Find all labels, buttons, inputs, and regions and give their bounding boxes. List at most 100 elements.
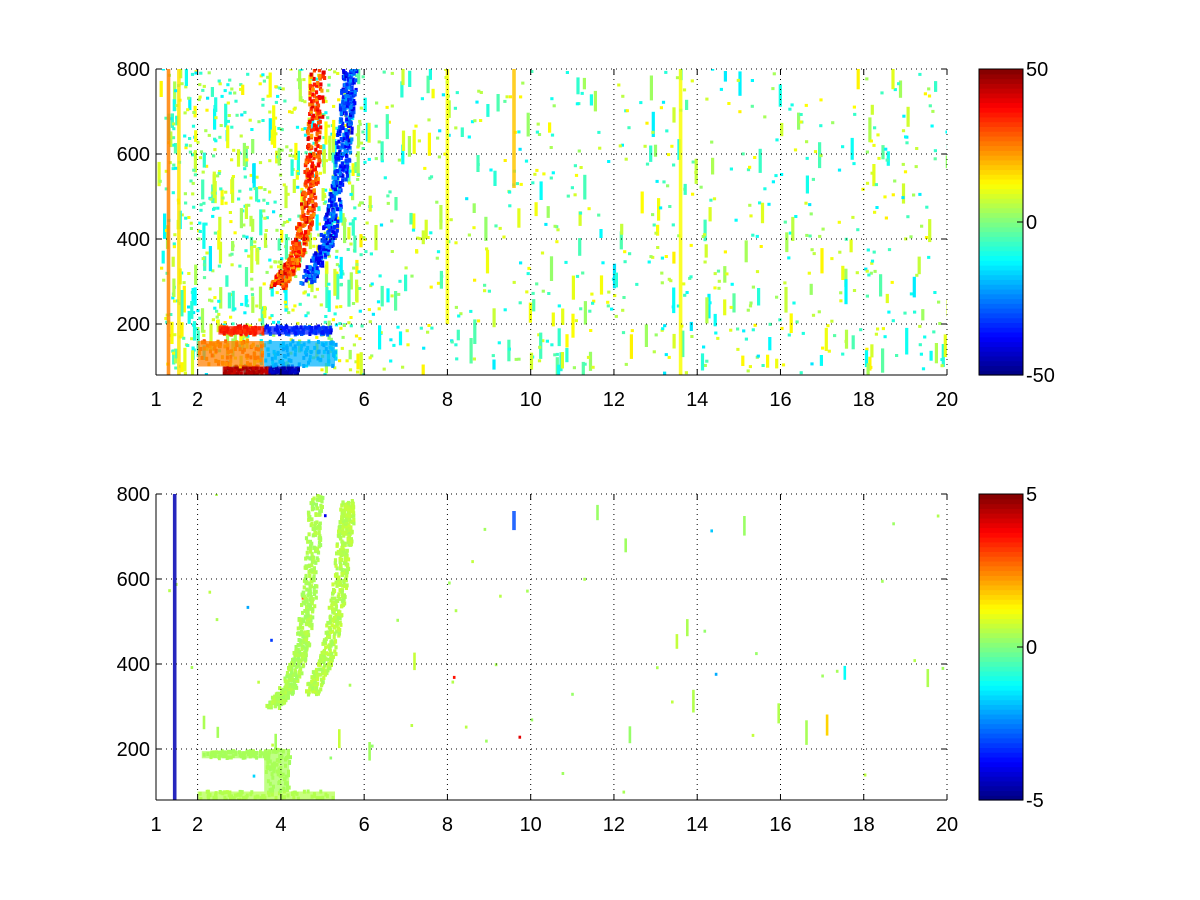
- noise-cell: [315, 287, 319, 291]
- ridge-cell: [345, 573, 349, 578]
- ridge-cell: [314, 570, 318, 575]
- noise-cell: [790, 103, 794, 107]
- noise-cell: [454, 343, 458, 347]
- x-tick-label: 6: [359, 814, 370, 836]
- ridge-cell: [316, 681, 320, 686]
- noise-cell: [744, 240, 748, 263]
- noise-cell: [746, 369, 750, 373]
- noise-cell: [645, 162, 650, 166]
- noise-cell: [371, 312, 375, 316]
- ridge-cell: [324, 220, 328, 225]
- ridge-cell: [287, 278, 291, 283]
- colorbar-step: [979, 193, 1023, 199]
- noise-cell: [748, 165, 752, 169]
- noise-cell: [240, 113, 244, 117]
- noise-cell: [339, 256, 343, 279]
- noise-cell: [865, 181, 870, 185]
- noise-cell: [272, 105, 276, 133]
- noise-cell: [168, 589, 171, 593]
- ridge-cell: [306, 610, 310, 615]
- ridge-cell: [297, 228, 301, 233]
- ridge-cell: [352, 80, 356, 85]
- noise-cell: [755, 270, 760, 274]
- noise-cell: [864, 350, 869, 368]
- ridge-cell: [308, 606, 313, 611]
- noise-cell: [249, 187, 253, 191]
- ridge-cell: [299, 214, 303, 219]
- band-cell: [289, 755, 292, 760]
- stripe: [512, 511, 516, 531]
- noise-cell: [557, 304, 561, 308]
- ridge-cell: [337, 615, 341, 620]
- noise-cell: [328, 135, 332, 161]
- noise-cell: [339, 305, 343, 309]
- noise-cell: [578, 211, 583, 215]
- ridge-cell: [334, 563, 338, 568]
- noise-cell: [591, 301, 595, 305]
- ridge-cell: [304, 238, 308, 243]
- colorbar-step: [979, 532, 1023, 538]
- ridge-cell: [332, 588, 336, 592]
- noise-cell: [795, 320, 799, 324]
- noise-cell: [324, 121, 328, 145]
- noise-cell: [251, 218, 255, 232]
- noise-cell: [464, 725, 468, 729]
- noise-cell: [258, 82, 262, 86]
- noise-cell: [259, 209, 263, 236]
- noise-cell: [622, 790, 626, 794]
- noise-cell: [174, 166, 178, 170]
- ridge-cell: [336, 594, 340, 599]
- noise-cell: [575, 274, 580, 278]
- noise-cell: [280, 230, 284, 243]
- noise-cell: [219, 287, 223, 309]
- noise-cell: [240, 302, 244, 306]
- noise-cell: [157, 161, 161, 187]
- colorbar-step: [979, 370, 1023, 376]
- ridge-cell: [331, 600, 335, 605]
- ridge-cell: [310, 161, 315, 166]
- noise-cell: [294, 142, 298, 160]
- ridge-cell: [301, 210, 305, 215]
- noise-cell: [819, 355, 823, 366]
- noise-cell: [825, 714, 829, 736]
- noise-cell: [683, 183, 687, 195]
- ridge-cell: [284, 268, 288, 273]
- ridge-cell: [316, 176, 320, 181]
- noise-cell: [374, 124, 378, 128]
- ridge-cell: [288, 275, 292, 280]
- noise-cell: [526, 589, 529, 593]
- ridge-cell: [346, 101, 350, 106]
- noise-cell: [404, 266, 408, 270]
- colorbar-step: [979, 546, 1023, 552]
- ridge-cell: [342, 152, 346, 157]
- ridge-cell: [284, 679, 288, 684]
- noise-cell: [492, 359, 496, 370]
- noise-cell: [407, 136, 411, 157]
- ridge-cell: [335, 169, 339, 173]
- noise-cell: [550, 133, 555, 137]
- ridge-cell: [317, 662, 321, 667]
- noise-cell: [277, 265, 281, 269]
- noise-cell: [789, 313, 793, 333]
- noise-cell: [268, 118, 272, 141]
- noise-cell: [198, 230, 202, 233]
- noise-cell: [286, 220, 290, 224]
- ridge-cell: [287, 667, 291, 672]
- noise-cell: [171, 191, 175, 195]
- noise-cell: [918, 72, 922, 76]
- noise-cell: [665, 129, 669, 133]
- ridge-cell: [306, 126, 310, 131]
- noise-cell: [213, 137, 217, 141]
- ridge-cell: [307, 564, 311, 569]
- noise-cell: [336, 273, 340, 300]
- noise-cell: [201, 179, 205, 200]
- noise-cell: [251, 139, 255, 154]
- noise-cell: [573, 164, 577, 168]
- ridge-cell: [319, 145, 323, 150]
- colorbar-step: [979, 718, 1023, 725]
- ridge-cell: [312, 545, 316, 550]
- noise-cell: [209, 323, 213, 350]
- noise-cell: [920, 224, 924, 228]
- y-tick-label: 200: [117, 739, 150, 761]
- noise-cell: [517, 357, 521, 361]
